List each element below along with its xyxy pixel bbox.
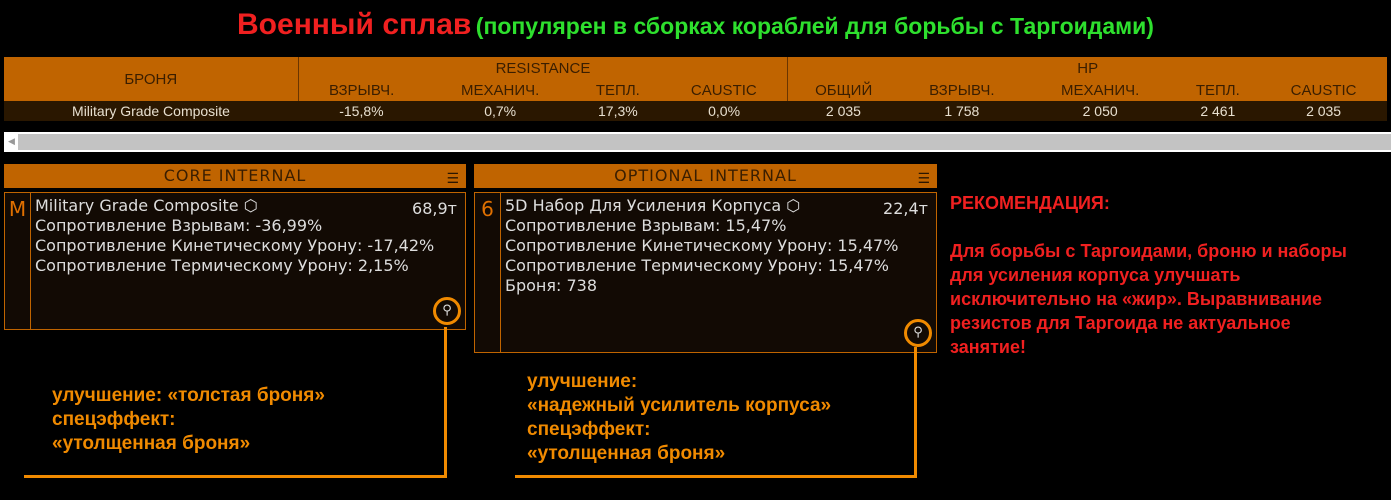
module-name: Military Grade Composite ⬡ [35,196,258,215]
stat: Сопротивление Взрывам: 15,47% [505,216,787,235]
optional-module[interactable]: 6 5D Набор Для Усиления Корпуса ⬡ Сопрот… [474,192,937,353]
armor-header[interactable]: БРОНЯ [4,57,299,101]
col-header[interactable]: ВЗРЫВЧ. [898,79,1025,101]
cell: 2 461 [1175,101,1261,121]
cell: 0,0% [660,101,788,121]
stat: Сопротивление Взрывам: -36,99% [35,216,323,235]
resistance-header: RESISTANCE [298,57,789,79]
module-name: 5D Набор Для Усиления Корпуса ⬡ [505,196,801,215]
core-header: CORE INTERNAL ☰ [4,164,466,188]
stat: Броня: 738 [505,276,598,295]
page-title: Военный сплав (популярен в сборках кораб… [0,8,1391,42]
recommendation-title: РЕКОМЕНДАЦИЯ: [950,193,1110,213]
wrench-icon[interactable]: ⚲ [433,297,461,325]
cell: 2 035 [787,101,899,121]
module-mass: 22,4т [883,199,928,218]
connector-line [444,327,447,477]
title-sub: (популярен в сборках кораблей для борьбы… [475,13,1154,39]
cell-name: Military Grade Composite [4,101,298,121]
col-header[interactable]: МЕХАНИЧ. [424,79,576,101]
module-mass: 68,9т [412,199,457,218]
col-header[interactable]: ОБЩИЙ [787,79,899,101]
scrollbar-thumb[interactable] [18,134,1391,150]
connector-line [24,475,447,478]
wrench-icon[interactable]: ⚲ [904,319,932,347]
core-internal-panel: CORE INTERNAL ☰ M Military Grade Composit… [4,164,466,330]
engineered-icon: ⬡ [786,196,801,215]
cell: -15,8% [298,101,425,121]
col-header[interactable]: ТЕПЛ. [575,79,661,101]
connector-line [914,347,917,477]
stat: Сопротивление Термическому Урону: 15,47% [505,256,889,275]
armor-table: БРОНЯ RESISTANCE HP ВЗРЫВЧ. МЕХАНИЧ. ТЕП… [4,57,1387,121]
stat: Сопротивление Кинетическому Урону: 15,47… [505,236,899,255]
module-class: M [5,193,31,329]
col-header[interactable]: CAUSTIC [660,79,789,101]
module-class: 6 [475,193,501,352]
optional-header: OPTIONAL INTERNAL ☰ [474,164,937,188]
col-header[interactable]: ВЗРЫВЧ. [298,79,425,101]
engineered-icon: ⬡ [243,196,258,215]
core-upgrade-note: улучшение: «толстая броня» спецэффект: «ут… [52,385,325,454]
title-main: Военный сплав [237,8,472,41]
stat: Сопротивление Термическому Урону: 2,15% [35,256,409,275]
core-module[interactable]: M Military Grade Composite ⬡ Сопротивлен… [4,192,466,330]
settings-sliders-icon[interactable]: ☰ [446,171,460,187]
cell: 0,7% [424,101,576,121]
hp-header: HP [787,57,1387,79]
cell: 2 035 [1260,101,1387,121]
col-header[interactable]: ТЕПЛ. [1175,79,1261,101]
cell: 2 050 [1024,101,1176,121]
scroll-left-icon[interactable]: ◀ [8,137,15,147]
optional-upgrade-note: улучшение: «надежный усилитель корпуса» сп… [527,371,832,464]
col-header[interactable]: CAUSTIC [1260,79,1387,101]
col-header[interactable]: МЕХАНИЧ. [1024,79,1176,101]
cell: 17,3% [575,101,661,121]
connector-line [515,475,917,478]
settings-sliders-icon[interactable]: ☰ [917,171,931,187]
optional-header-label: OPTIONAL INTERNAL [614,166,797,185]
recommendation: РЕКОМЕНДАЦИЯ: Для борьбы с Таргоидами, б… [950,167,1347,383]
core-header-label: CORE INTERNAL [163,166,307,185]
optional-internal-panel: OPTIONAL INTERNAL ☰ 6 5D Набор Для Усилен… [474,164,937,353]
cell: 1 758 [898,101,1025,121]
horizontal-scrollbar[interactable]: ◀ [4,132,1391,152]
stat: Сопротивление Кинетическому Урону: -17,4… [35,236,435,255]
recommendation-text: Для борьбы с Таргоидами, броню и наборы … [950,241,1347,357]
table-row[interactable]: Military Grade Composite -15,8% 0,7% 17,… [4,101,1387,121]
